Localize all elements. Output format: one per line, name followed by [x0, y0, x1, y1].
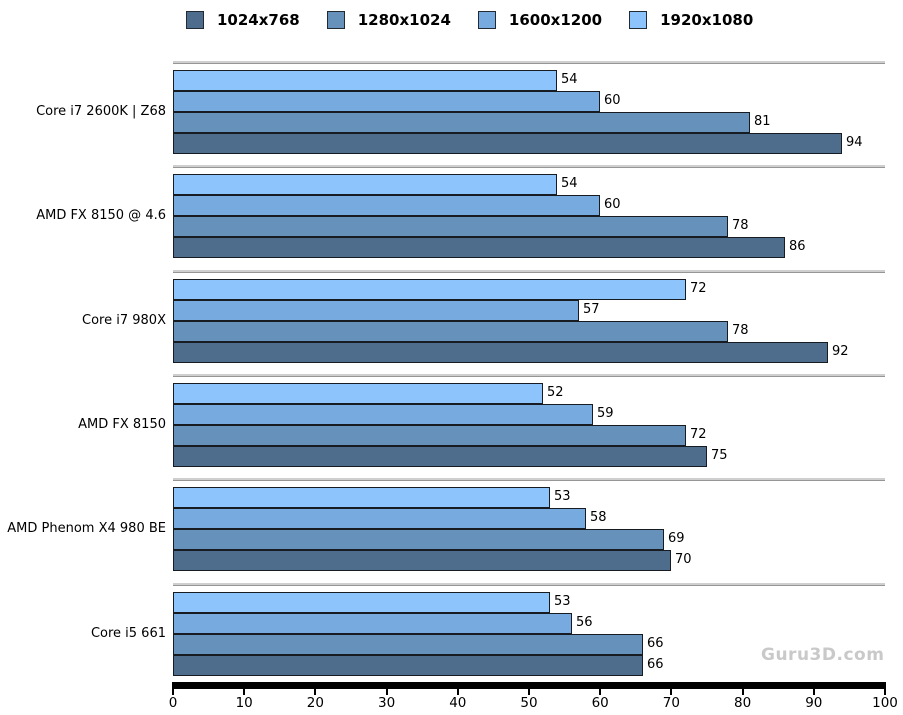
bar-value-label: 59 [597, 406, 614, 421]
bar-1280x1024 [173, 112, 750, 133]
bar-value-label: 81 [754, 114, 771, 129]
bar-value-label: 53 [554, 489, 571, 504]
bar-1024x768 [173, 133, 842, 154]
x-axis-tick [456, 689, 459, 695]
x-axis-tick [528, 689, 530, 695]
bar-value-label: 78 [732, 218, 749, 233]
group-separator [173, 583, 885, 586]
category-label: Core i5 661 [90, 626, 166, 641]
bar-value-label: 72 [690, 427, 707, 442]
bar-1280x1024 [173, 634, 643, 655]
bar-1600x1200 [173, 91, 600, 112]
bar-1920x1080 [173, 70, 557, 91]
bar-1920x1080 [173, 383, 543, 404]
bar-value-label: 75 [711, 448, 728, 463]
group-separator [173, 61, 885, 64]
bar-1024x768 [173, 550, 671, 571]
chart-legend: 1024x768 1280x1024 1600x1200 1920x1080 [186, 11, 753, 29]
x-axis-tick [741, 689, 744, 695]
bar-1280x1024 [173, 529, 664, 550]
legend-swatch-icon [186, 11, 204, 29]
bar-1600x1200 [173, 195, 600, 216]
category-label: Core i7 980X [82, 313, 166, 328]
group-separator [173, 165, 885, 168]
bar-value-label: 94 [846, 135, 863, 150]
bar-value-label: 54 [561, 176, 578, 191]
x-axis-line [172, 682, 886, 689]
x-axis-tick-label: 80 [734, 695, 752, 711]
x-axis-tick-label: 70 [662, 695, 680, 711]
bar-value-label: 57 [583, 302, 600, 317]
bar-1920x1080 [173, 592, 550, 613]
x-axis-tick [812, 689, 815, 695]
bar-value-label: 69 [668, 531, 685, 546]
x-axis-tick [670, 689, 673, 695]
x-axis-tick-label: 10 [235, 695, 253, 711]
x-axis-tick-label: 0 [168, 695, 178, 711]
x-axis-tick-label: 40 [449, 695, 467, 711]
category-label: AMD FX 8150 [78, 417, 166, 432]
bar-1920x1080 [173, 279, 686, 300]
group-separator [173, 478, 885, 481]
bar-1280x1024 [173, 425, 686, 446]
bar-value-label: 53 [554, 594, 571, 609]
x-axis-tick-label: 90 [805, 695, 823, 711]
legend-item-1920x1080: 1920x1080 [629, 11, 753, 29]
plot-area: 54 60 81 94 54 60 78 86 72 57 78 92 52 59 72 75 53 58 69 70… [173, 0, 885, 682]
x-axis-tick [314, 689, 317, 695]
bar-1600x1200 [173, 508, 586, 529]
x-axis-tick-label: 50 [520, 695, 538, 711]
x-axis-tick [884, 689, 886, 695]
legend-label: 1600x1200 [508, 11, 603, 29]
bar-1280x1024 [173, 321, 728, 342]
bar-value-label: 66 [647, 636, 664, 651]
legend-label: 1280x1024 [357, 11, 451, 29]
x-axis-tick [243, 689, 246, 695]
x-axis-tick-label: 20 [306, 695, 324, 711]
bar-value-label: 54 [561, 72, 578, 87]
legend-swatch-icon [629, 11, 648, 29]
x-axis-tick-label: 30 [378, 695, 396, 711]
bar-value-label: 52 [547, 385, 564, 400]
x-axis-tick [172, 689, 174, 695]
x-axis-tick [385, 689, 388, 695]
x-axis-tick-label: 100 [872, 695, 898, 711]
bar-1600x1200 [173, 613, 572, 634]
bar-value-label: 78 [732, 323, 749, 338]
bar-1024x768 [173, 237, 785, 258]
bar-value-label: 58 [590, 510, 607, 525]
watermark: Guru3D.com [761, 645, 885, 665]
legend-item-1024x768: 1024x768 [186, 11, 300, 29]
bar-value-label: 70 [675, 552, 692, 567]
category-label: AMD FX 8150 @ 4.6 [36, 208, 166, 223]
bar-1024x768 [173, 446, 707, 467]
bar-value-label: 60 [604, 93, 621, 108]
bar-1920x1080 [173, 487, 550, 508]
x-axis-tick-label: 60 [591, 695, 609, 711]
legend-label: 1920x1080 [660, 11, 754, 29]
x-axis-tick [599, 689, 602, 695]
bar-1920x1080 [173, 174, 557, 195]
bar-1024x768 [173, 655, 643, 676]
legend-label: 1024x768 [217, 11, 300, 29]
bar-value-label: 86 [789, 239, 806, 254]
legend-item-1600x1200: 1600x1200 [477, 11, 603, 29]
legend-item-1280x1024: 1280x1024 [326, 11, 451, 29]
bar-1600x1200 [173, 300, 579, 321]
category-label: AMD Phenom X4 980 BE [7, 521, 166, 536]
bar-1600x1200 [173, 404, 593, 425]
bar-value-label: 72 [690, 281, 707, 296]
bar-1024x768 [173, 342, 828, 363]
legend-swatch-icon [326, 11, 345, 29]
legend-swatch-icon [477, 11, 496, 29]
group-separator [173, 374, 885, 377]
bar-value-label: 92 [832, 344, 849, 359]
bar-1280x1024 [173, 216, 728, 237]
category-label: Core i7 2600K | Z68 [36, 104, 166, 119]
bar-value-label: 66 [647, 657, 664, 672]
bar-value-label: 60 [604, 197, 621, 212]
bar-value-label: 56 [576, 615, 593, 630]
group-separator [173, 270, 885, 273]
